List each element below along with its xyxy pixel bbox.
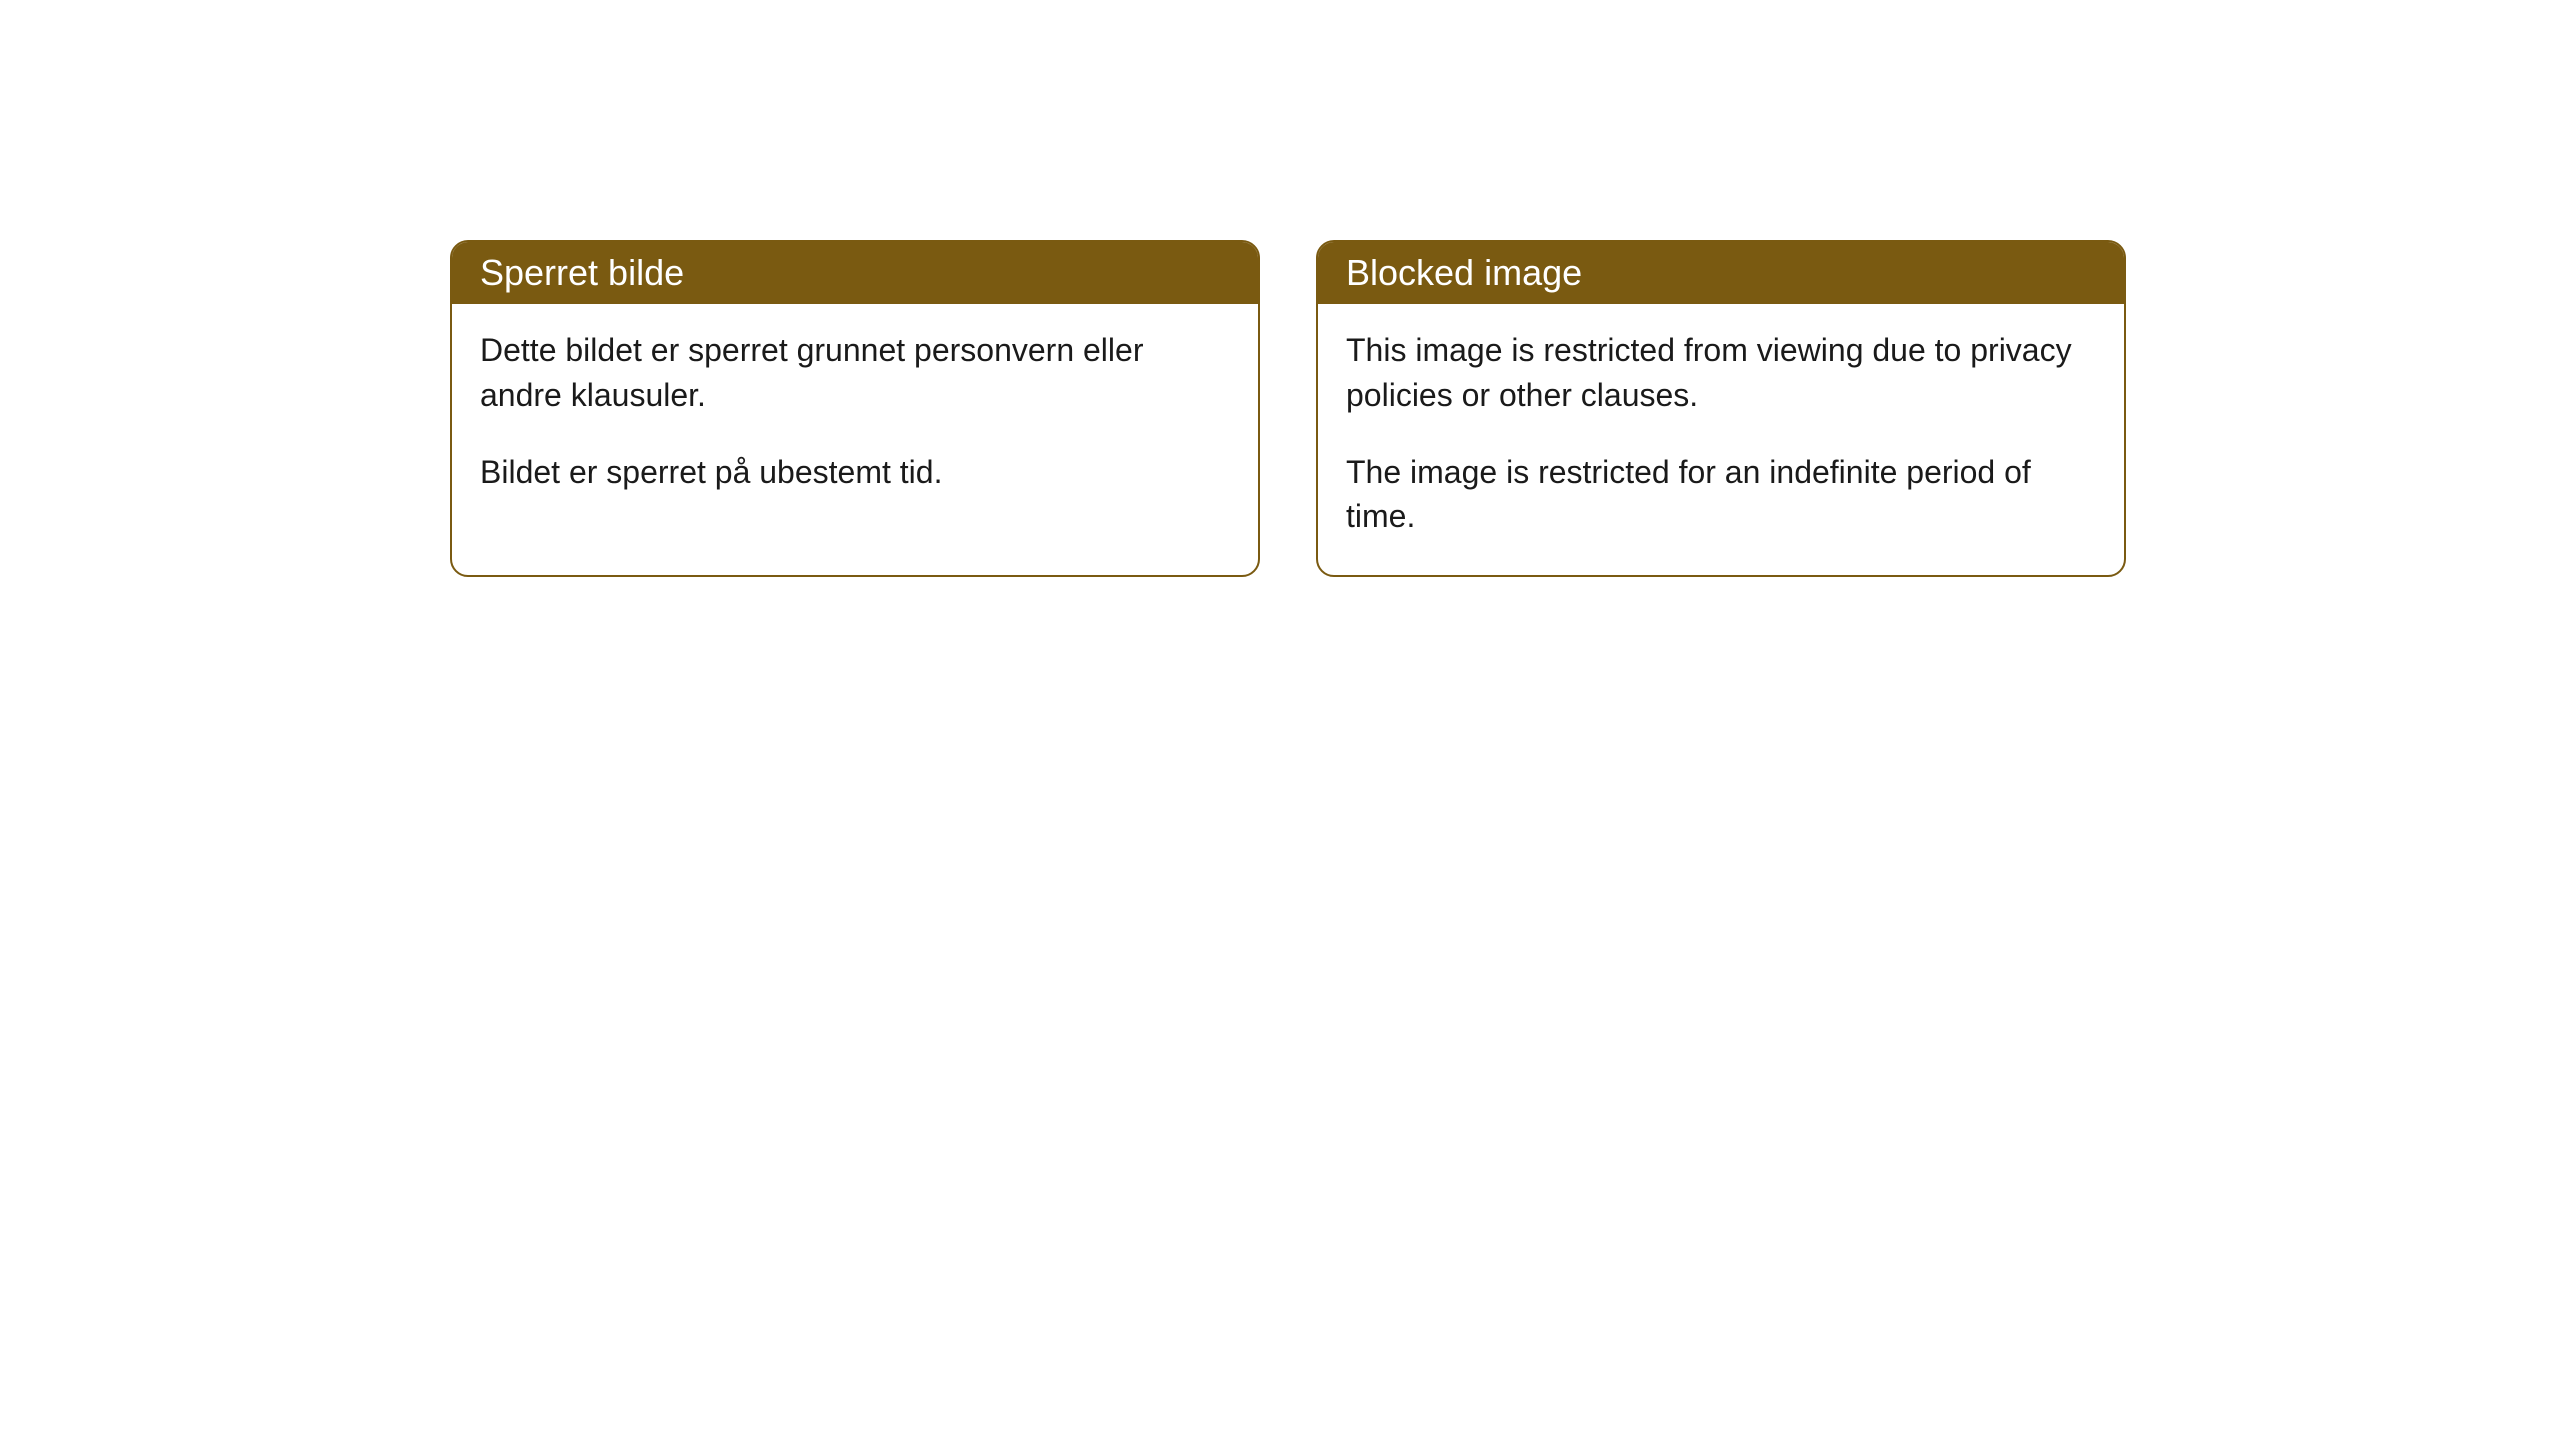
card-paragraph-1-english: This image is restricted from viewing du… <box>1346 328 2096 418</box>
card-paragraph-2-english: The image is restricted for an indefinit… <box>1346 450 2096 540</box>
card-header-english: Blocked image <box>1318 242 2124 304</box>
card-norwegian: Sperret bilde Dette bildet er sperret gr… <box>450 240 1260 577</box>
card-body-norwegian: Dette bildet er sperret grunnet personve… <box>452 304 1258 530</box>
card-title-english: Blocked image <box>1346 252 1582 293</box>
cards-container: Sperret bilde Dette bildet er sperret gr… <box>450 240 2560 577</box>
card-body-english: This image is restricted from viewing du… <box>1318 304 2124 575</box>
card-english: Blocked image This image is restricted f… <box>1316 240 2126 577</box>
card-paragraph-1-norwegian: Dette bildet er sperret grunnet personve… <box>480 328 1230 418</box>
card-paragraph-2-norwegian: Bildet er sperret på ubestemt tid. <box>480 450 1230 495</box>
card-title-norwegian: Sperret bilde <box>480 252 684 293</box>
card-header-norwegian: Sperret bilde <box>452 242 1258 304</box>
